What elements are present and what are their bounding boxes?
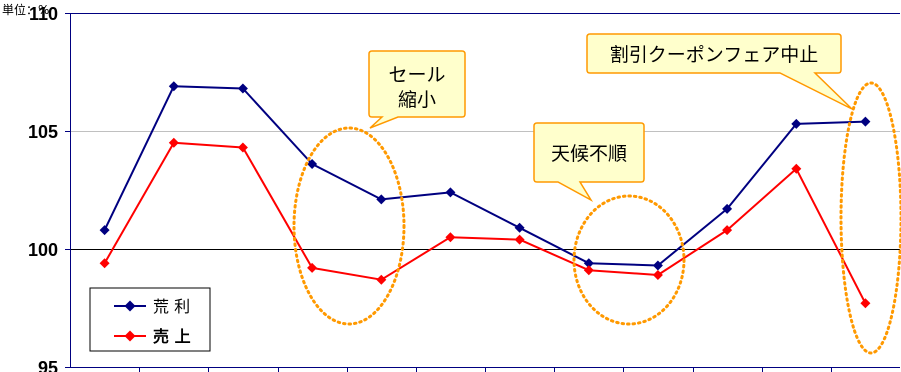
data-point-sales-9	[652, 270, 663, 280]
legend-box	[89, 287, 211, 352]
callouts: セール 縮小 天候不順 割引クーポンフェア中止	[368, 33, 853, 203]
data-point-gross-profit-2	[168, 81, 179, 92]
data-point-gross-profit-5	[376, 194, 387, 205]
callout-sale-shape	[368, 50, 466, 129]
data-point-sales-12	[860, 298, 871, 309]
data-point-sales-5	[376, 274, 387, 285]
data-point-sales-8	[583, 265, 594, 276]
legend-item-sales: 売 上	[114, 327, 191, 346]
highlight-ellipse-weather	[572, 194, 686, 326]
y-tick-label-95: 95	[38, 358, 58, 372]
data-point-gross-profit-12	[860, 116, 871, 127]
callout-weather: 天候不順	[533, 122, 645, 203]
data-point-sales-6	[445, 232, 456, 243]
data-point-gross-profit-3	[237, 83, 248, 94]
y-tick-labels: 110 105 100 95	[28, 4, 70, 372]
data-point-gross-profit-4	[307, 159, 318, 169]
unit-label: 単位：%	[2, 2, 49, 17]
data-point-gross-profit-11	[791, 118, 802, 129]
legend: 荒 利 売 上	[89, 287, 211, 352]
callout-sale-line1: セール	[388, 64, 445, 86]
callout-coupon: 割引クーポンフェア中止	[586, 33, 853, 110]
highlight-ellipse-sale	[292, 126, 406, 326]
highlight-ellipse-coupon	[839, 81, 901, 355]
data-point-sales-11	[791, 163, 802, 174]
data-point-gross-profit-7	[514, 222, 525, 233]
legend-marker-gross-profit	[124, 300, 136, 312]
data-point-sales-1	[99, 258, 110, 269]
data-point-gross-profit-1	[99, 225, 110, 236]
data-point-sales-3	[237, 142, 248, 153]
legend-item-gross-profit: 荒 利	[114, 297, 190, 316]
data-point-sales-4	[307, 262, 318, 273]
callout-coupon-text: 割引クーポンフェア中止	[610, 44, 818, 66]
callout-coupon-shape	[586, 33, 853, 110]
legend-label-gross-profit: 荒 利	[153, 297, 190, 316]
callout-sale: セール 縮小	[368, 50, 466, 129]
x-tick-marks	[139, 367, 832, 372]
data-point-sales-7	[514, 234, 525, 245]
legend-marker-sales	[124, 330, 136, 342]
callout-weather-shape	[533, 122, 645, 203]
data-point-sales-10	[722, 225, 733, 236]
y-tick-label-110: 110	[29, 4, 58, 24]
data-point-gross-profit-6	[445, 187, 456, 198]
data-point-sales-2	[168, 137, 179, 148]
series	[99, 81, 871, 309]
callout-sale-line2: 縮小	[398, 89, 436, 111]
data-point-gross-profit-8	[583, 258, 594, 269]
highlight-ellipses	[292, 81, 901, 355]
data-point-gross-profit-9	[652, 260, 663, 271]
data-point-gross-profit-10	[722, 203, 733, 214]
series-line-gross-profit	[103, 85, 866, 267]
series-line-sales	[103, 141, 867, 304]
y-tick-label-100: 100	[28, 240, 58, 260]
callout-weather-text: 天候不順	[551, 143, 627, 165]
legend-label-sales: 売 上	[153, 327, 191, 346]
y-tick-label-105: 105	[28, 122, 58, 142]
